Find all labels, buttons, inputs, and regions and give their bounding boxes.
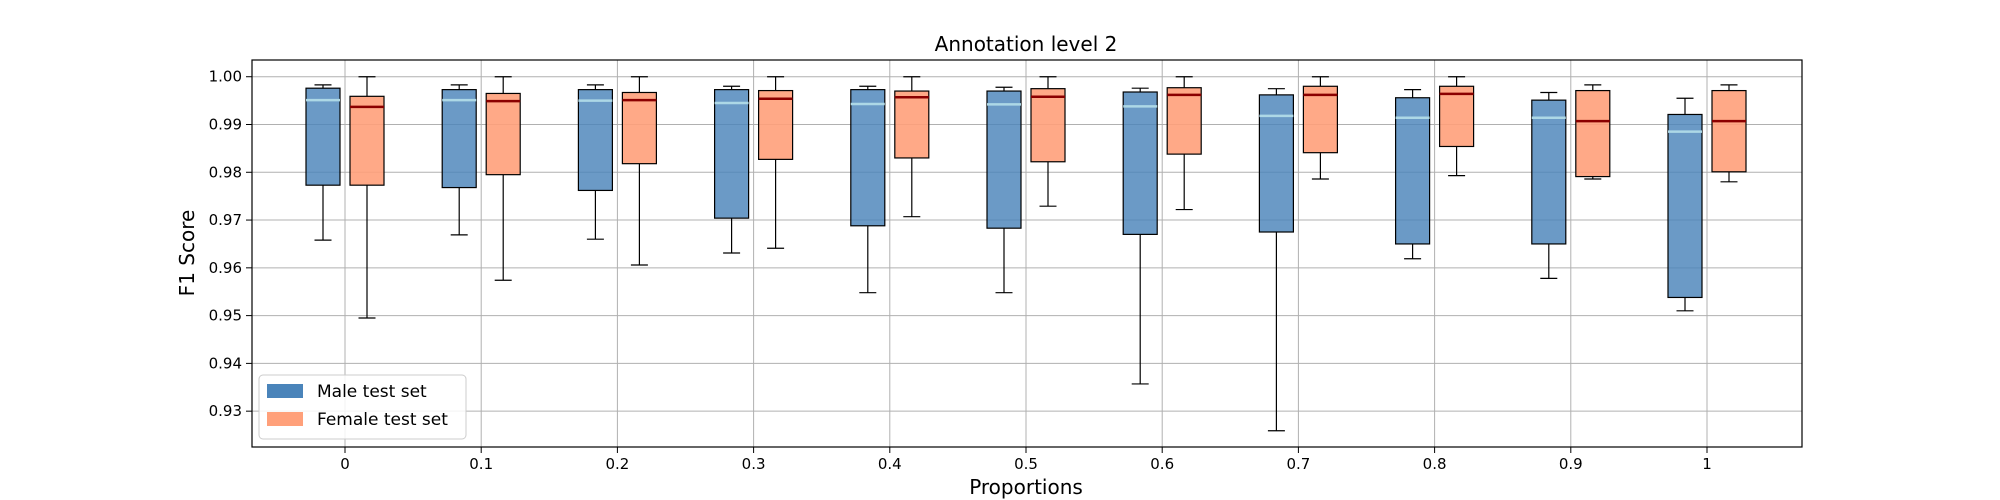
x-tick-label: 0.4	[878, 455, 902, 473]
box-female-1	[1711, 84, 1747, 183]
x-tick-label: 0.2	[605, 455, 629, 473]
legend: Male test set Female test set	[258, 374, 467, 440]
plot-area	[305, 76, 1747, 432]
box-male-0.8	[1394, 89, 1431, 260]
axis-ticks: 0.93 0.94 0.95 0.96 0.97 0.98 0.99 1.00 0 0.1 0.2 0…	[209, 68, 1712, 473]
y-tick-label: 0.95	[209, 307, 242, 325]
box-male-0.2	[577, 84, 614, 240]
x-tick-label: 0	[340, 455, 350, 473]
box-female-0.5	[1030, 76, 1066, 207]
chart-title: Annotation level 2	[935, 32, 1118, 56]
box-body	[1258, 94, 1295, 233]
box-body	[1030, 88, 1066, 163]
box-female-0	[349, 76, 385, 319]
box-male-0.4	[850, 85, 886, 294]
box-body	[1122, 91, 1158, 235]
legend-frame	[258, 374, 467, 440]
box-body	[1438, 85, 1475, 148]
y-tick-label: 0.93	[209, 402, 242, 420]
box-body	[1531, 99, 1567, 245]
y-tick-label: 0.97	[209, 211, 242, 229]
box-female-0.2	[621, 76, 658, 266]
box-female-0.4	[894, 76, 930, 218]
box-male-0	[305, 84, 341, 241]
y-tick-label: 0.96	[209, 259, 242, 277]
x-tick-label: 0.9	[1559, 455, 1583, 473]
box-body	[757, 89, 794, 160]
box-male-0.5	[986, 86, 1022, 294]
y-tick-label: 0.94	[209, 354, 242, 372]
y-axis-title: F1 Score	[175, 210, 199, 297]
box-male-0.3	[713, 85, 750, 254]
y-tick-label: 1.00	[209, 68, 242, 86]
x-tick-label: 0.8	[1423, 455, 1447, 473]
box-female-0.7	[1302, 76, 1339, 180]
box-male-1	[1667, 97, 1703, 312]
box-body	[621, 91, 658, 165]
box-body	[577, 89, 614, 192]
box-body	[1394, 97, 1431, 245]
box-body	[1575, 89, 1611, 178]
box-body	[485, 92, 521, 176]
box-body	[894, 90, 930, 159]
box-male-0.7	[1258, 88, 1295, 432]
box-female-0.9	[1575, 84, 1611, 180]
legend-swatch-female	[267, 412, 303, 426]
box-body	[1302, 85, 1339, 154]
box-body	[441, 89, 477, 189]
box-male-0.6	[1122, 87, 1158, 385]
box-female-0.6	[1166, 76, 1202, 211]
y-tick-label: 0.98	[209, 163, 242, 181]
x-tick-label: 0.6	[1150, 455, 1174, 473]
box-female-0.1	[485, 76, 521, 281]
box-body	[850, 89, 886, 227]
box-female-0.3	[757, 76, 794, 249]
box-female-0.8	[1438, 76, 1475, 177]
x-tick-label: 1	[1702, 455, 1712, 473]
x-axis-title: Proportions	[969, 475, 1083, 499]
legend-label-male: Male test set	[317, 382, 427, 402]
legend-swatch-male	[267, 384, 303, 398]
box-body	[1711, 89, 1747, 173]
plot-frame	[251, 59, 1803, 448]
box-body	[349, 95, 385, 186]
box-body	[305, 87, 341, 186]
y-tick-label: 0.99	[209, 116, 242, 134]
box-body	[713, 89, 750, 219]
legend-label-female: Female test set	[317, 410, 448, 430]
box-body	[1166, 87, 1202, 155]
x-tick-label: 0.5	[1014, 455, 1038, 473]
x-tick-label: 0.7	[1286, 455, 1310, 473]
box-body	[986, 90, 1022, 229]
x-tick-label: 0.3	[742, 455, 766, 473]
box-body	[1667, 113, 1703, 299]
x-tick-label: 0.1	[469, 455, 493, 473]
box-male-0.9	[1531, 91, 1567, 279]
box-male-0.1	[441, 84, 477, 236]
